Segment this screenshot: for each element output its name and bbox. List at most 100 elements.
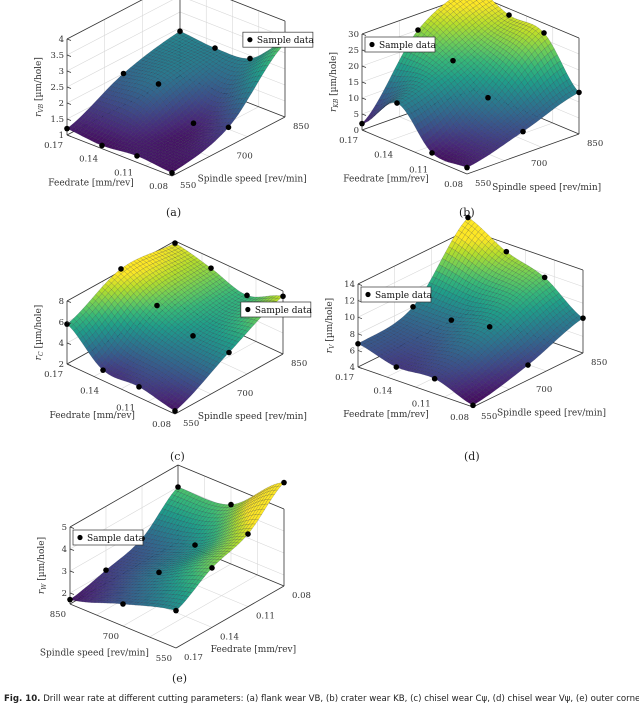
z-axis-label: rV [µm/hole] [325, 298, 336, 353]
z-tick-mark [66, 86, 72, 89]
sample-point [415, 27, 421, 33]
z-tick-mark [66, 38, 72, 41]
z-axis-label: rKB [µm/hole] [329, 52, 340, 112]
sample-point [525, 362, 531, 368]
legend: Sample data [242, 31, 315, 48]
z-tick-label: 20 [348, 62, 359, 72]
left-axis-title: Feedrate [mm/rev] [48, 178, 133, 188]
left-axis-tick-label: 0.17 [339, 136, 358, 146]
axis-edge [361, 129, 468, 175]
axis-edge [472, 352, 584, 408]
z-tick-mark [361, 81, 367, 84]
right-axis-tick-label: 550 [180, 181, 196, 191]
left-axis-tick-label: 0.08 [444, 180, 463, 190]
right-axis-tick-label: 550 [481, 412, 497, 422]
z-axis-subscript: V [329, 344, 336, 349]
axis-edge [69, 464, 179, 528]
z-tick-mark [357, 333, 363, 336]
sample-point [580, 315, 586, 321]
sample-point [244, 292, 250, 299]
z-tick-mark [361, 113, 367, 116]
chart-panel-a: 1 1.5 2 2.5 3 3.5 4 rVB [µm/hole] 0.17 0.14 0.11 0.… [0, 0, 320, 230]
sample-point [431, 375, 438, 382]
sample-point [506, 12, 512, 18]
left-axis-ticks: 0.170.140.110.08 [335, 373, 469, 423]
sample-point [212, 45, 218, 51]
z-tick-label: 4 [59, 35, 64, 45]
left-axis-tick-label: 0.17 [335, 373, 354, 383]
sample-point [280, 293, 286, 300]
sample-point [355, 340, 361, 347]
legend-label: Sample data [375, 291, 433, 301]
legend-marker [369, 41, 375, 48]
surface-patch [458, 0, 463, 2]
z-tick-mark [357, 316, 363, 320]
sample-point [100, 367, 106, 373]
panel-label-c: (c) [170, 450, 185, 463]
sample-point [190, 120, 197, 127]
sample-point [429, 150, 435, 156]
left-axis-tick-label: 0.14 [373, 386, 392, 396]
z-axis-unit: [µm/hole] [325, 298, 335, 345]
axis-edge [171, 116, 286, 177]
sample-point [520, 128, 526, 135]
chart-panel-b: 0 5 10 15 20 25 30 rKB [µm/hole] 0.17 0.14 0.11 0.0… [320, 0, 639, 230]
z-tick-mark [66, 321, 72, 324]
left-axis-tick-label: 0.17 [44, 141, 63, 151]
z-tick-label: 25 [348, 46, 359, 56]
sample-point [410, 304, 416, 310]
sample-point [120, 70, 127, 77]
z-tick-label: 0 [354, 126, 359, 136]
left-axis-title: Feedrate [mm/rev] [343, 175, 428, 185]
left-axis-tick-label: 0.11 [409, 165, 428, 175]
panel-label-b: (b) [459, 206, 475, 219]
right-axis-title: Spindle speed [rev/min] [497, 408, 606, 418]
sample-point [470, 402, 476, 409]
sample-point [465, 214, 471, 221]
right-axis-tick-label: 700 [237, 389, 253, 399]
left-axis-ticks: 0.170.140.110.08 [339, 136, 463, 190]
z-axis-symbol: r [34, 355, 44, 360]
axis-edge [230, 0, 286, 22]
sample-point [359, 120, 365, 127]
z-tick-label: 6 [59, 318, 64, 328]
sample-point [155, 81, 162, 87]
z-tick-label: 8 [350, 330, 355, 340]
z-tick-label: 2.5 [50, 83, 64, 93]
z-axis-unit: [µm/hole] [34, 305, 44, 352]
right-axis-tick-label: 850 [291, 359, 307, 369]
sample-point [450, 57, 456, 64]
z-tick-mark [66, 54, 72, 57]
left-axis-tick-label: 0.14 [79, 155, 98, 165]
z-tick-label: 4 [59, 339, 64, 349]
z-tick-label: 10 [344, 313, 355, 323]
right-axis-tick-label: 550 [475, 179, 491, 189]
z-ticks: 11.522.533.54 [50, 35, 72, 141]
z-axis-symbol: r [325, 348, 335, 353]
z-tick-mark [361, 129, 367, 132]
left-axis-tick-label: 0.08 [149, 182, 168, 192]
z-tick-label: 2 [59, 360, 64, 370]
z-tick-label: 1 [59, 131, 64, 141]
chart-panel-e: 2 3 4 5 rW [µm/hole] 850 700 550 0.17 0.14 0.11 0.0… [0, 464, 320, 690]
axis-edge [66, 0, 143, 40]
axis-edge [175, 585, 285, 649]
z-tick-mark [357, 283, 363, 286]
z-axis-symbol: r [329, 107, 339, 112]
panel-label-d: (d) [464, 450, 480, 463]
panel-label-a: (a) [166, 206, 182, 219]
sample-point [99, 142, 105, 149]
sample-point [486, 324, 493, 330]
right-axis-tick-label: 850 [293, 122, 309, 132]
left-axis-tick-label: 0.11 [116, 403, 135, 413]
legend: Sample data [240, 301, 312, 318]
z-tick-mark [361, 33, 367, 36]
sample-points [359, 12, 582, 171]
